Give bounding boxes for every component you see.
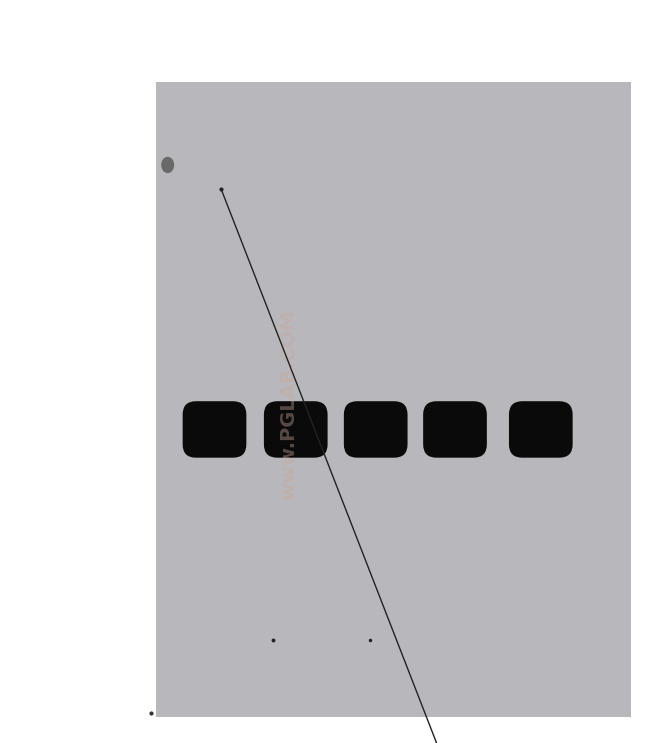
Ellipse shape (161, 157, 174, 173)
Text: www.PGLAB.COM: www.PGLAB.COM (280, 310, 299, 500)
FancyBboxPatch shape (183, 401, 246, 458)
FancyBboxPatch shape (344, 401, 408, 458)
FancyBboxPatch shape (509, 401, 573, 458)
FancyBboxPatch shape (264, 401, 328, 458)
Bar (156, 82, 630, 717)
FancyBboxPatch shape (423, 401, 487, 458)
